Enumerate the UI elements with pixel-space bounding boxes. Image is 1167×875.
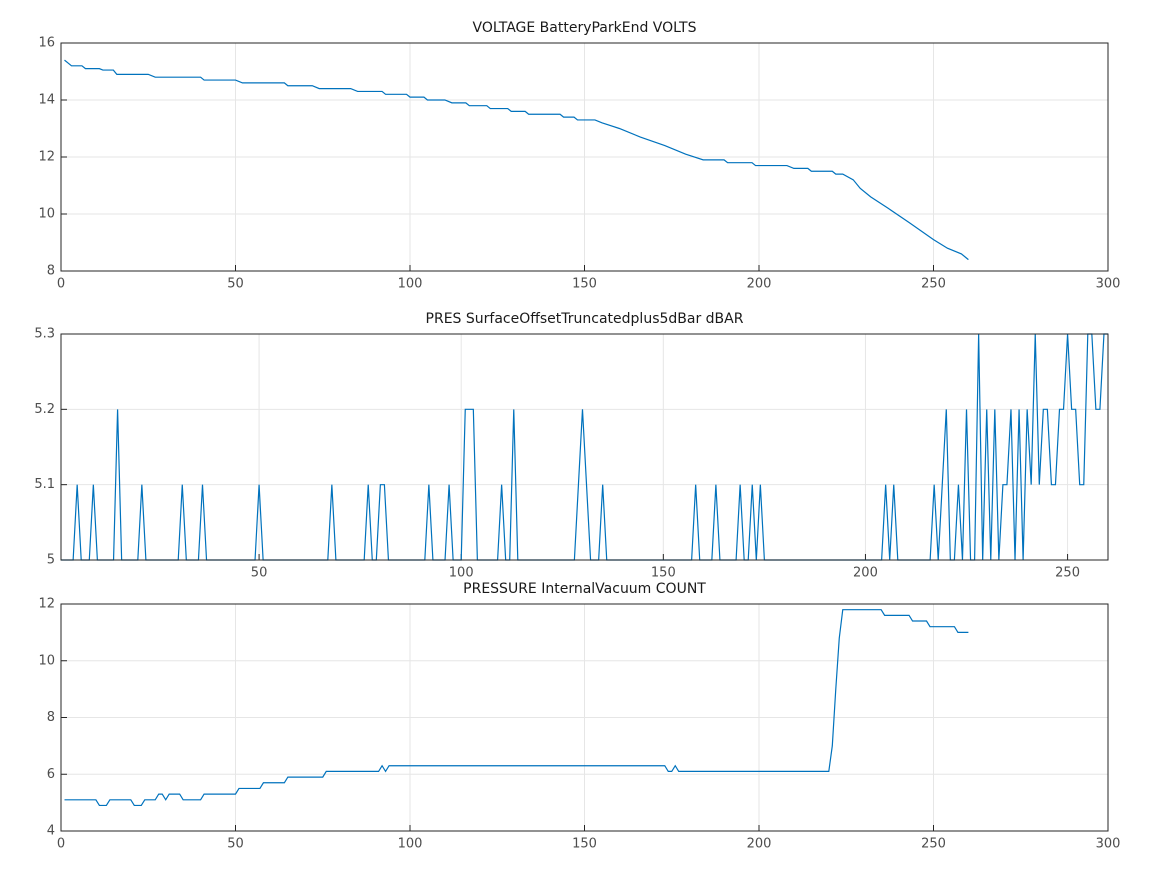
axes-box [60, 42, 1109, 272]
y-tick-label: 6 [47, 767, 55, 782]
x-tick-label: 150 [651, 566, 676, 581]
data-line [61, 333, 1108, 561]
y-tick-label: 12 [38, 597, 55, 612]
x-tick-label: 100 [398, 277, 423, 292]
axes-box [60, 333, 1109, 561]
x-tick-label: 200 [747, 837, 772, 852]
x-tick-label: 0 [57, 837, 65, 852]
x-tick-label: 100 [398, 837, 423, 852]
x-tick-label: 200 [747, 277, 772, 292]
x-tick-label: 0 [57, 277, 65, 292]
x-tick-label: 200 [853, 566, 878, 581]
y-tick-label: 5.3 [34, 327, 55, 342]
x-tick-label: 250 [921, 837, 946, 852]
data-line [64, 609, 969, 807]
x-tick-label: 150 [572, 837, 597, 852]
data-line [64, 59, 969, 261]
y-tick-label: 12 [38, 150, 55, 165]
y-tick-label: 8 [47, 710, 55, 725]
y-tick-label: 14 [38, 93, 55, 108]
y-tick-label: 8 [47, 264, 55, 279]
y-tick-label: 5 [47, 553, 55, 568]
y-tick-label: 16 [38, 36, 55, 51]
chart-title: PRESSURE InternalVacuum COUNT [463, 581, 706, 597]
y-tick-label: 5.2 [34, 402, 55, 417]
y-tick-label: 10 [38, 653, 55, 668]
x-tick-label: 50 [227, 277, 244, 292]
y-tick-label: 4 [47, 824, 55, 839]
x-tick-label: 150 [572, 277, 597, 292]
x-tick-label: 100 [449, 566, 474, 581]
axes-box [60, 603, 1109, 832]
x-tick-label: 50 [227, 837, 244, 852]
x-tick-label: 250 [1055, 566, 1080, 581]
x-tick-label: 250 [921, 277, 946, 292]
y-tick-label: 10 [38, 207, 55, 222]
y-tick-label: 5.1 [34, 477, 55, 492]
x-tick-label: 300 [1096, 277, 1121, 292]
x-tick-label: 300 [1096, 837, 1121, 852]
chart-title: VOLTAGE BatteryParkEnd VOLTS [473, 20, 697, 36]
x-tick-label: 50 [251, 566, 268, 581]
chart-title: PRES SurfaceOffsetTruncatedplus5dBar dBA… [426, 311, 744, 327]
